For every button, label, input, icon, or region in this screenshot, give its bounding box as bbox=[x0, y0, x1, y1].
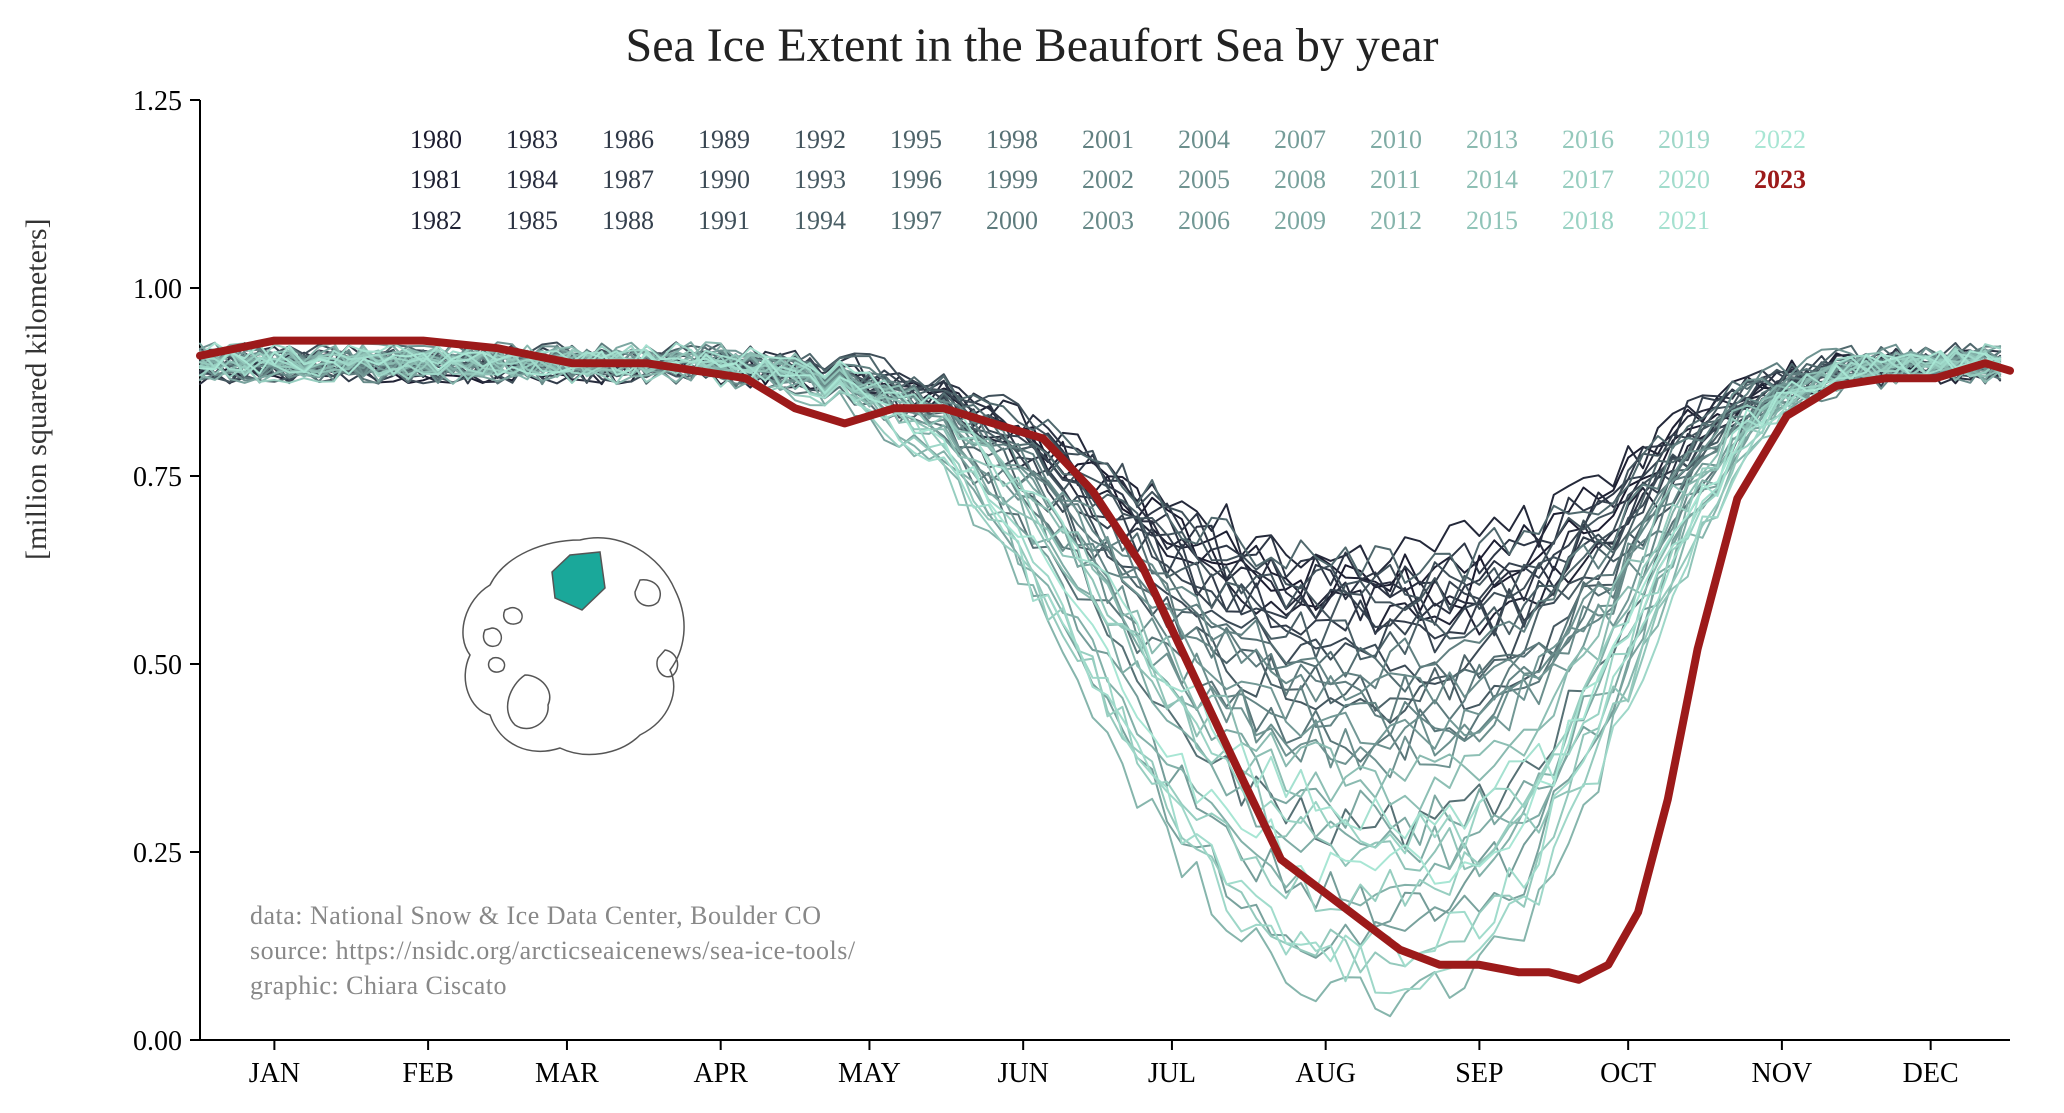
y-axis-label: [million squared kilometers] bbox=[20, 218, 54, 560]
legend-year: 2011 bbox=[1370, 160, 1466, 200]
legend-year: 1992 bbox=[794, 120, 890, 160]
legend-year: 2023 bbox=[1754, 160, 1850, 200]
credits-block: data: National Snow & Ice Data Center, B… bbox=[250, 898, 856, 1003]
legend-year: 2000 bbox=[986, 201, 1082, 241]
legend-year: 1997 bbox=[890, 201, 986, 241]
legend-row: 1981198419871990199319961999200220052008… bbox=[410, 160, 1850, 200]
legend-year: 1993 bbox=[794, 160, 890, 200]
legend-year: 1980 bbox=[410, 120, 506, 160]
legend-year: 2019 bbox=[1658, 120, 1754, 160]
svg-text:DEC: DEC bbox=[1903, 1058, 1959, 1089]
legend-year: 2020 bbox=[1658, 160, 1754, 200]
legend-year: 2006 bbox=[1178, 201, 1274, 241]
legend-year: 2005 bbox=[1178, 160, 1274, 200]
legend-year: 2007 bbox=[1274, 120, 1370, 160]
legend-year: 2021 bbox=[1658, 201, 1754, 241]
legend-year: 2018 bbox=[1562, 201, 1658, 241]
legend-year: 1989 bbox=[698, 120, 794, 160]
svg-text:OCT: OCT bbox=[1600, 1058, 1656, 1089]
legend-year: 2016 bbox=[1562, 120, 1658, 160]
map-beaufort-region bbox=[552, 552, 605, 610]
legend-year: 1988 bbox=[602, 201, 698, 241]
svg-text:0.50: 0.50 bbox=[133, 650, 182, 681]
legend-year: 1998 bbox=[986, 120, 1082, 160]
chart-title: Sea Ice Extent in the Beaufort Sea by ye… bbox=[0, 18, 2064, 73]
svg-text:JUL: JUL bbox=[1148, 1058, 1196, 1089]
legend-year: 2022 bbox=[1754, 120, 1850, 160]
svg-text:MAY: MAY bbox=[838, 1058, 901, 1089]
legend-year: 2014 bbox=[1466, 160, 1562, 200]
legend-year: 1985 bbox=[506, 201, 602, 241]
legend-year: 1999 bbox=[986, 160, 1082, 200]
legend-year: 2002 bbox=[1082, 160, 1178, 200]
legend-year: 1982 bbox=[410, 201, 506, 241]
legend-year: 2017 bbox=[1562, 160, 1658, 200]
svg-text:MAR: MAR bbox=[535, 1058, 599, 1089]
legend-year: 2013 bbox=[1466, 120, 1562, 160]
legend-year: 2008 bbox=[1274, 160, 1370, 200]
credits-line: source: https://nsidc.org/arcticseaicene… bbox=[250, 933, 856, 968]
svg-text:APR: APR bbox=[693, 1058, 748, 1089]
svg-text:0.75: 0.75 bbox=[133, 462, 182, 493]
legend-year: 2001 bbox=[1082, 120, 1178, 160]
legend-year: 1987 bbox=[602, 160, 698, 200]
legend: 1980198319861989199219951998200120042007… bbox=[410, 120, 1850, 241]
legend-year: 1986 bbox=[602, 120, 698, 160]
legend-row: 1982198519881991199419972000200320062009… bbox=[410, 201, 1850, 241]
legend-year: 2010 bbox=[1370, 120, 1466, 160]
svg-text:FEB: FEB bbox=[402, 1058, 453, 1089]
svg-text:JAN: JAN bbox=[249, 1058, 300, 1089]
inset-map bbox=[430, 510, 730, 780]
legend-year: 1994 bbox=[794, 201, 890, 241]
legend-year: 1983 bbox=[506, 120, 602, 160]
credits-line: graphic: Chiara Ciscato bbox=[250, 968, 856, 1003]
legend-year: 1995 bbox=[890, 120, 986, 160]
legend-year: 1984 bbox=[506, 160, 602, 200]
legend-year: 2015 bbox=[1466, 201, 1562, 241]
svg-text:1.25: 1.25 bbox=[133, 86, 182, 117]
legend-year: 1991 bbox=[698, 201, 794, 241]
legend-year: 2012 bbox=[1370, 201, 1466, 241]
credits-line: data: National Snow & Ice Data Center, B… bbox=[250, 898, 856, 933]
svg-text:1.00: 1.00 bbox=[133, 274, 182, 305]
svg-text:0.00: 0.00 bbox=[133, 1026, 182, 1057]
legend-year: 2003 bbox=[1082, 201, 1178, 241]
legend-year: 1996 bbox=[890, 160, 986, 200]
legend-year: 1981 bbox=[410, 160, 506, 200]
svg-text:JUN: JUN bbox=[998, 1058, 1049, 1089]
legend-year: 1990 bbox=[698, 160, 794, 200]
legend-row: 1980198319861989199219951998200120042007… bbox=[410, 120, 1850, 160]
legend-year: 2009 bbox=[1274, 201, 1370, 241]
svg-text:AUG: AUG bbox=[1295, 1058, 1356, 1089]
svg-text:0.25: 0.25 bbox=[133, 838, 182, 869]
svg-text:SEP: SEP bbox=[1455, 1058, 1503, 1089]
legend-year: 2004 bbox=[1178, 120, 1274, 160]
svg-text:NOV: NOV bbox=[1752, 1058, 1813, 1089]
